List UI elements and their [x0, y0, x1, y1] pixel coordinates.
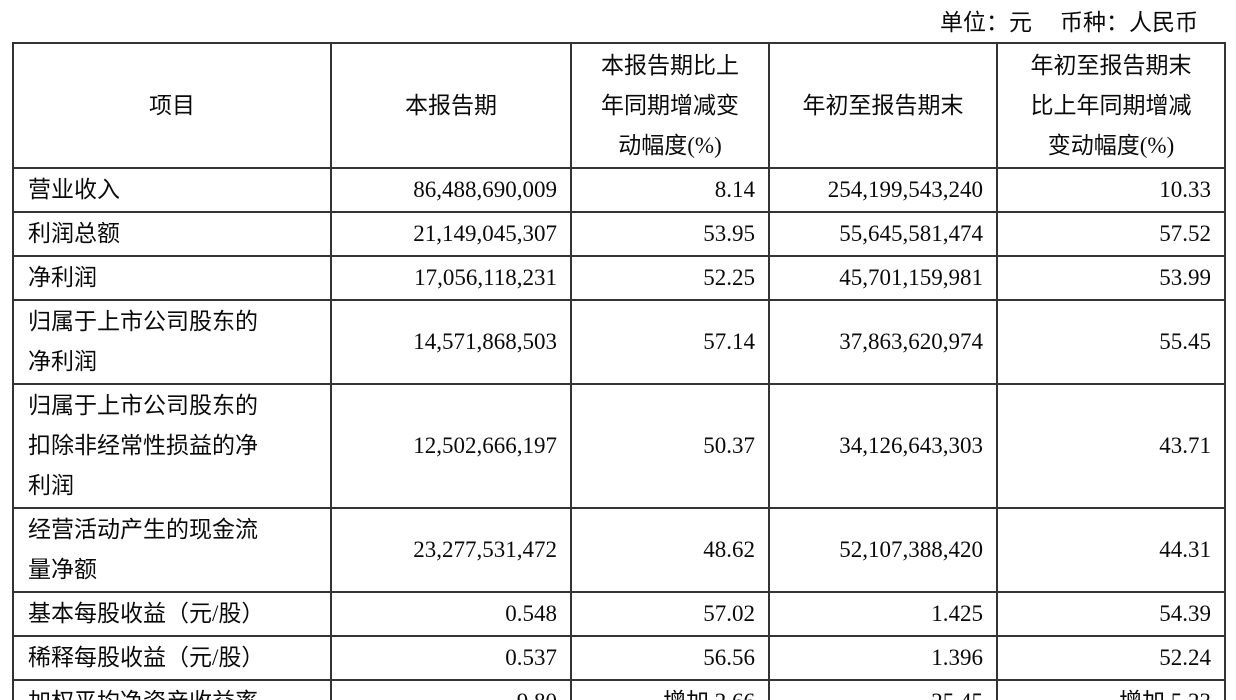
row-label: 基本每股收益（元/股） [12, 591, 332, 637]
row-label: 经营活动产生的现金流 量净额 [12, 507, 332, 593]
header-current-period: 本报告期 [330, 42, 572, 169]
cell-current-period: 23,277,531,472 [330, 507, 572, 593]
unit-currency-line: 单位：元 币种：人民币 [0, 0, 1236, 42]
cell-ytd-change: 55.45 [996, 299, 1226, 385]
row-label: 利润总额 [12, 211, 332, 257]
cell-ytd: 254,199,543,240 [768, 167, 998, 213]
cell-ytd: 1.396 [768, 635, 998, 681]
cell-ytd-change: 10.33 [996, 167, 1226, 213]
header-ytd-change: 年初至报告期末 比上年同期增减 变动幅度(%) [996, 42, 1226, 169]
currency-label: 币种： [1060, 10, 1129, 35]
header-ytd: 年初至报告期末 [768, 42, 998, 169]
cell-current-change: 57.14 [570, 299, 770, 385]
row-label: 稀释每股收益（元/股） [12, 635, 332, 681]
table-row-net-profit-excl-nonrecurring: 归属于上市公司股东的 扣除非经常性损益的净 利润 12,502,666,197 … [12, 383, 1226, 509]
cell-ytd-change: 57.52 [996, 211, 1226, 257]
cell-ytd: 52,107,388,420 [768, 507, 998, 593]
header-item: 项目 [12, 42, 332, 169]
cell-ytd-change: 43.71 [996, 383, 1226, 509]
table-header-row: 项目 本报告期 本报告期比上 年同期增减变 动幅度(%) 年初至报告期末 年初至… [12, 42, 1226, 169]
table-row-operating-revenue: 营业收入 86,488,690,009 8.14 254,199,543,240… [12, 167, 1226, 213]
cell-ytd-change: 53.99 [996, 255, 1226, 301]
cell-current-change: 48.62 [570, 507, 770, 593]
cell-ytd-change: 44.31 [996, 507, 1226, 593]
table-row-net-profit: 净利润 17,056,118,231 52.25 45,701,159,981 … [12, 255, 1226, 301]
table-row-operating-cash-flow: 经营活动产生的现金流 量净额 23,277,531,472 48.62 52,1… [12, 507, 1226, 593]
row-label: 加权平均净资产收益率 [12, 679, 332, 700]
cell-current-period: 14,571,868,503 [330, 299, 572, 385]
cell-current-period: 0.537 [330, 635, 572, 681]
cell-ytd-change: 54.39 [996, 591, 1226, 637]
cell-current-change: 8.14 [570, 167, 770, 213]
cell-current-change: 50.37 [570, 383, 770, 509]
row-label: 营业收入 [12, 167, 332, 213]
row-label: 净利润 [12, 255, 332, 301]
table-row-total-profit: 利润总额 21,149,045,307 53.95 55,645,581,474… [12, 211, 1226, 257]
cell-current-period: 0.548 [330, 591, 572, 637]
cell-ytd: 34,126,643,303 [768, 383, 998, 509]
cell-ytd-change: 增加 5.23 [996, 679, 1226, 700]
cell-current-change: 57.02 [570, 591, 770, 637]
cell-ytd-change: 52.24 [996, 635, 1226, 681]
cell-current-change: 52.25 [570, 255, 770, 301]
cell-current-change: 53.95 [570, 211, 770, 257]
header-current-period-change: 本报告期比上 年同期增减变 动幅度(%) [570, 42, 770, 169]
unit-label: 单位： [940, 10, 1009, 35]
cell-current-period: 21,149,045,307 [330, 211, 572, 257]
cell-current-period: 12,502,666,197 [330, 383, 572, 509]
table-row-weighted-avg-roe: 加权平均净资产收益率 9.80 增加 2.66 25.45 增加 5.23 [12, 679, 1226, 700]
cell-current-period: 86,488,690,009 [330, 167, 572, 213]
row-label: 归属于上市公司股东的 净利润 [12, 299, 332, 385]
cell-current-period: 17,056,118,231 [330, 255, 572, 301]
cell-ytd: 37,863,620,974 [768, 299, 998, 385]
cell-current-period: 9.80 [330, 679, 572, 700]
cell-current-change: 56.56 [570, 635, 770, 681]
cell-ytd: 55,645,581,474 [768, 211, 998, 257]
cell-ytd: 25.45 [768, 679, 998, 700]
cell-ytd: 45,701,159,981 [768, 255, 998, 301]
cell-current-change: 增加 2.66 [570, 679, 770, 700]
table-row-basic-eps: 基本每股收益（元/股） 0.548 57.02 1.425 54.39 [12, 591, 1226, 637]
table-row-diluted-eps: 稀释每股收益（元/股） 0.537 56.56 1.396 52.24 [12, 635, 1226, 681]
currency-value: 人民币 [1129, 10, 1198, 35]
financial-summary-table: 项目 本报告期 本报告期比上 年同期增减变 动幅度(%) 年初至报告期末 年初至… [12, 42, 1226, 700]
cell-ytd: 1.425 [768, 591, 998, 637]
unit-value: 元 [1009, 10, 1032, 35]
table-row-net-profit-attributable: 归属于上市公司股东的 净利润 14,571,868,503 57.14 37,8… [12, 299, 1226, 385]
row-label: 归属于上市公司股东的 扣除非经常性损益的净 利润 [12, 383, 332, 509]
